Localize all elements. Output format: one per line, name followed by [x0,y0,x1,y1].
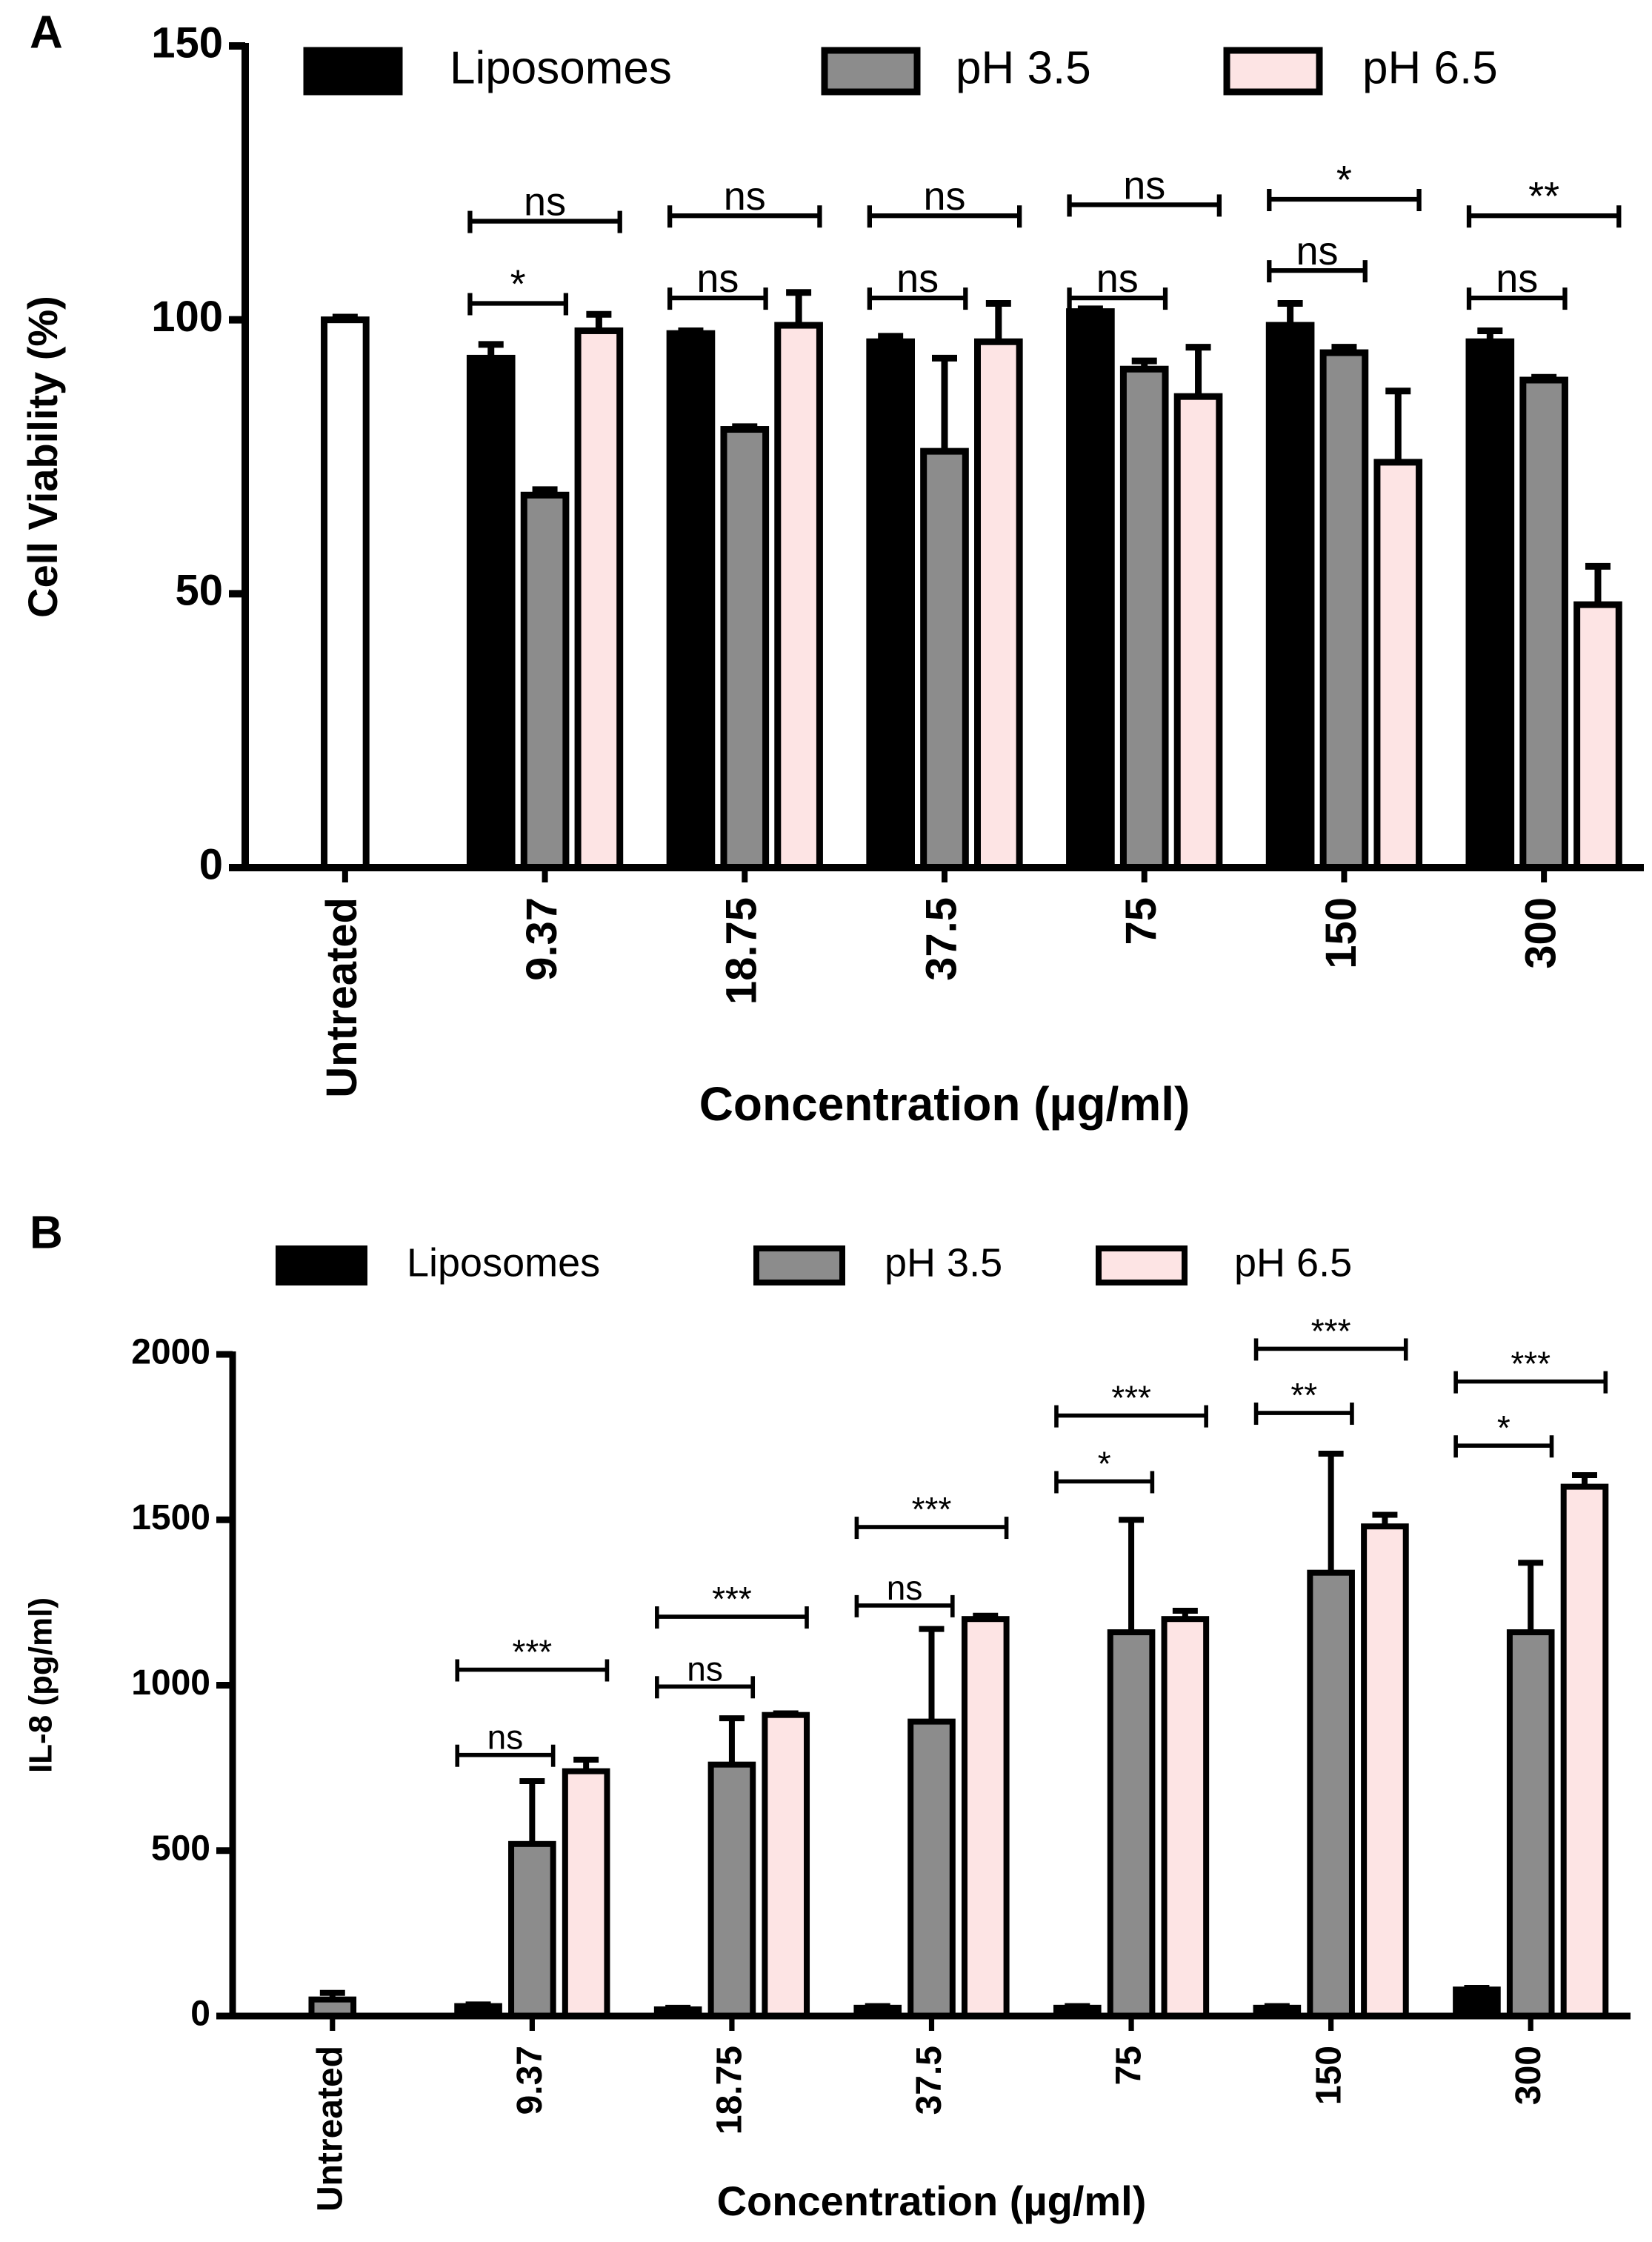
significance-label: * [510,262,526,306]
legend-label: pH 3.5 [956,42,1091,93]
bar [1119,365,1169,871]
x-tick-label: Untreated [318,897,366,1098]
significance-label: *** [712,1580,752,1618]
legend-label: pH 6.5 [1234,1240,1352,1285]
legend-label: Liposomes [450,42,672,93]
bar [1107,1629,1156,2020]
x-tick-label: 9.37 [518,897,566,981]
bar [1361,1523,1409,2019]
bar [1161,1616,1210,2019]
significance-label: ns [923,174,965,219]
bar [574,327,624,871]
legend-label: pH 3.5 [885,1240,1002,1285]
bar [1319,349,1369,871]
x-tick-label: Untreated [310,2046,350,2212]
significance-label: ns [1123,163,1165,207]
x-tick-label: 75 [1117,897,1165,945]
control-bar [321,316,370,871]
legend-swatch [276,1245,367,1285]
bar [508,1840,556,2020]
x-tick-label: 37.5 [917,897,965,981]
x-tick-label: 37.5 [910,2046,949,2115]
y-tick-label: 0 [190,1995,210,2034]
bar [1373,459,1423,871]
significance-label: ns [524,180,566,224]
legend-swatch [1096,1245,1188,1285]
bar [466,354,516,871]
y-tick-label: 500 [151,1829,210,1868]
legend-swatch [1223,47,1323,96]
bar [1307,1569,1355,2019]
significance-label: ns [1096,256,1139,301]
bar [907,1718,956,2019]
x-tick-label: 150 [1309,2046,1348,2105]
y-tick-label: 2000 [131,1333,210,1372]
legend-swatch [303,47,403,96]
significance-label: *** [1311,1311,1351,1350]
bar [1519,376,1568,871]
significance-label: ** [1528,174,1559,219]
x-tick-label: 18.75 [710,2046,750,2135]
bar [762,1712,810,2020]
legend-label: Liposomes [407,1240,600,1285]
significance-label: ns [487,1718,524,1757]
y-tick-label: 1500 [131,1498,210,1537]
bar [520,491,570,871]
y-tick-label: 150 [151,19,223,67]
panel-label: A [30,7,63,58]
significance-label: ns [896,256,939,301]
bar [1453,1986,1501,2020]
significance-label: ns [724,174,766,219]
significance-label: ns [1496,256,1538,301]
x-tick-label: 9.37 [510,2046,550,2115]
significance-label: ** [1290,1376,1317,1414]
x-axis-title: Concentration (µg/ml) [699,1077,1190,1131]
legend-swatch [821,47,921,96]
bar [961,1616,1010,2019]
x-tick-label: 75 [1110,2046,1149,2085]
y-tick-label: 1000 [131,1663,210,1703]
significance-label: *** [1111,1379,1151,1417]
bar [1506,1629,1555,2020]
bar [1066,308,1115,871]
bar [866,338,915,871]
bar [1560,1483,1609,2019]
bar [720,426,770,871]
significance-label: *** [512,1633,552,1671]
significance-label: * [1098,1444,1111,1483]
significance-label: *** [1511,1345,1551,1383]
bar [920,448,969,871]
bar [1573,601,1622,871]
bar [1465,338,1515,871]
bar [666,330,716,871]
bar [1173,393,1223,871]
x-tick-label: 150 [1317,897,1365,969]
panel-label: B [30,1207,63,1258]
bar [707,1761,756,2019]
significance-label: * [1497,1408,1511,1447]
y-tick-label: 50 [175,567,223,615]
bar [774,322,823,871]
bar [562,1768,610,2020]
legend-swatch [753,1245,845,1285]
bar [974,338,1023,871]
y-axis-title: Cell Viability (%) [19,296,66,618]
significance-label: ns [687,1649,723,1688]
y-axis-title: IL-8 (pg/ml) [23,1597,59,1773]
y-tick-label: 100 [151,293,223,341]
significance-label: ns [1296,229,1338,273]
bar [1265,322,1315,871]
x-tick-label: 300 [1516,897,1565,969]
legend-label: pH 6.5 [1362,42,1498,93]
x-tick-label: 300 [1509,2046,1548,2105]
y-tick-label: 0 [199,840,223,888]
x-tick-label: 18.75 [718,897,766,1005]
significance-label: *** [912,1490,952,1529]
significance-label: ns [696,256,739,301]
significance-label: * [1336,158,1352,202]
x-axis-title: Concentration (µg/ml) [717,2178,1147,2224]
significance-label: ns [887,1569,923,1607]
